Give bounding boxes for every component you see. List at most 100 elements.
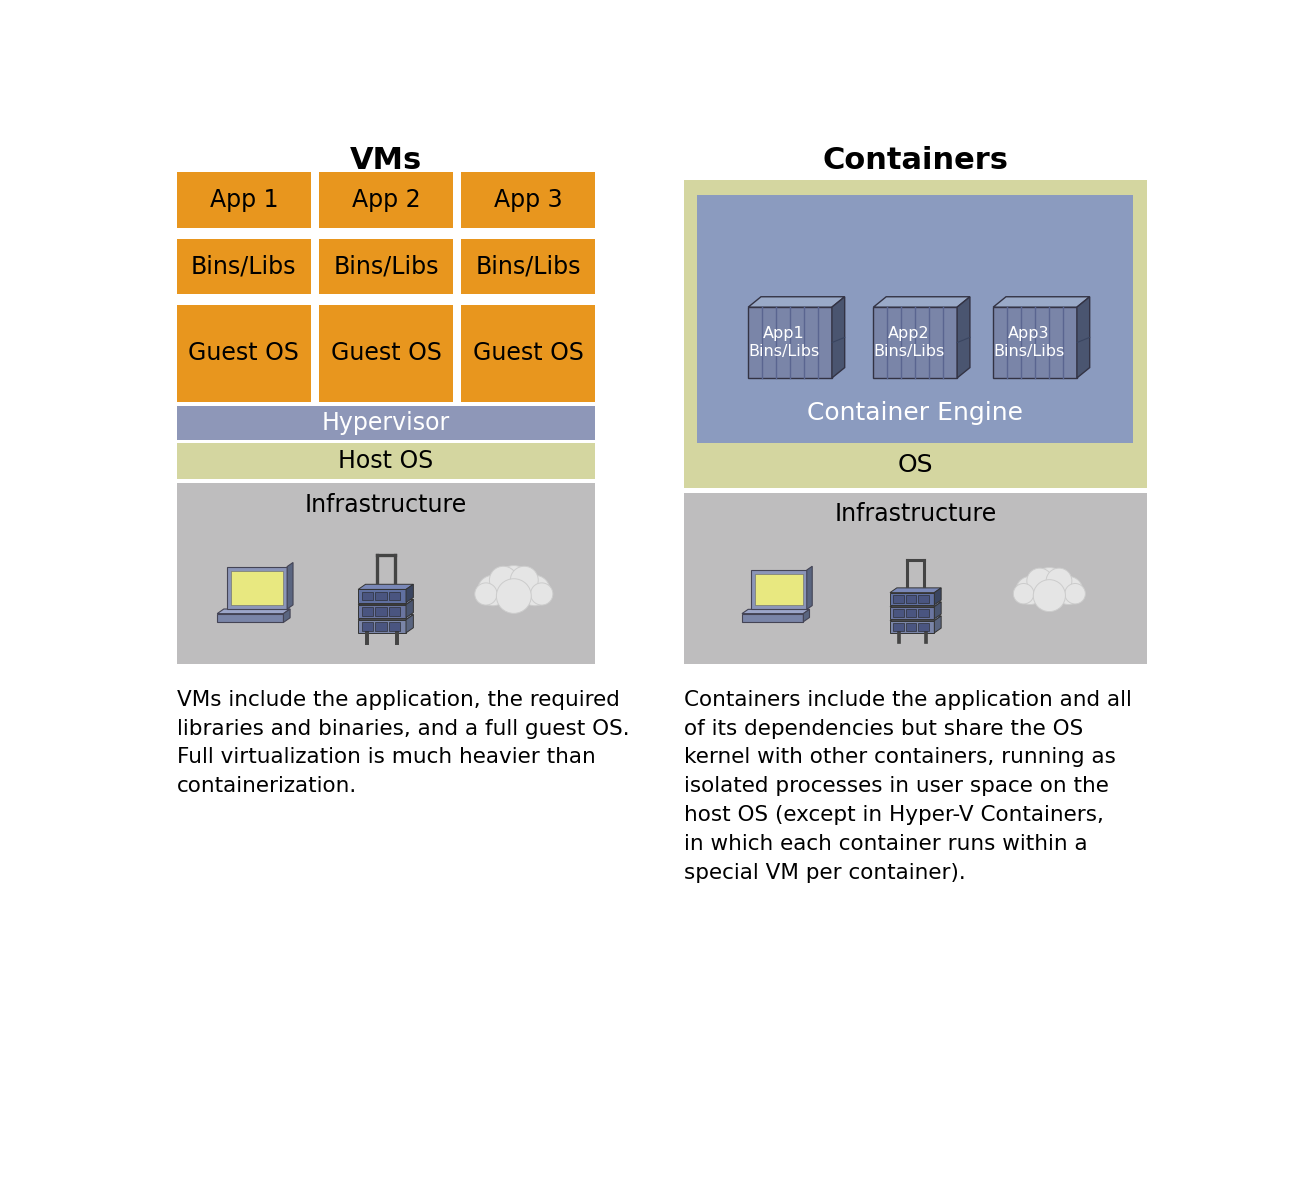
Polygon shape [751, 570, 807, 609]
Polygon shape [406, 599, 413, 617]
FancyBboxPatch shape [918, 595, 928, 603]
Text: OS: OS [897, 453, 934, 477]
FancyBboxPatch shape [893, 623, 904, 631]
Text: Container Engine: Container Engine [807, 401, 1023, 425]
FancyBboxPatch shape [375, 591, 387, 601]
Polygon shape [227, 566, 288, 609]
FancyBboxPatch shape [362, 622, 374, 630]
Polygon shape [284, 609, 290, 622]
Text: Bins/Libs: Bins/Libs [191, 255, 297, 278]
Polygon shape [935, 588, 941, 605]
Circle shape [490, 566, 517, 594]
Text: VMs include the application, the required
libraries and binaries, and a full gue: VMs include the application, the require… [177, 690, 629, 796]
FancyBboxPatch shape [389, 591, 400, 601]
FancyBboxPatch shape [906, 595, 917, 603]
Polygon shape [874, 296, 970, 307]
FancyBboxPatch shape [461, 304, 595, 402]
Text: Guest OS: Guest OS [331, 341, 441, 366]
Polygon shape [1077, 296, 1090, 378]
Polygon shape [891, 616, 941, 621]
Polygon shape [891, 592, 935, 605]
Text: Containers: Containers [823, 146, 1008, 176]
Text: App 1: App 1 [210, 188, 279, 212]
FancyBboxPatch shape [177, 238, 311, 294]
FancyBboxPatch shape [177, 406, 595, 440]
Polygon shape [891, 607, 935, 618]
FancyBboxPatch shape [177, 484, 595, 663]
Polygon shape [232, 571, 283, 604]
Polygon shape [993, 307, 1077, 378]
FancyBboxPatch shape [918, 609, 928, 617]
Circle shape [1055, 577, 1083, 604]
Polygon shape [217, 609, 290, 614]
FancyBboxPatch shape [461, 238, 595, 294]
Circle shape [531, 583, 553, 605]
Circle shape [519, 576, 551, 605]
Polygon shape [358, 615, 413, 620]
FancyBboxPatch shape [918, 623, 928, 631]
FancyBboxPatch shape [177, 444, 595, 479]
Circle shape [1016, 577, 1044, 604]
FancyBboxPatch shape [906, 623, 917, 631]
FancyBboxPatch shape [684, 493, 1147, 663]
Circle shape [510, 566, 538, 594]
FancyBboxPatch shape [177, 172, 311, 228]
Text: Hypervisor: Hypervisor [322, 411, 450, 434]
Polygon shape [891, 602, 941, 607]
Text: App3
Bins/Libs: App3 Bins/Libs [993, 326, 1065, 360]
Polygon shape [874, 307, 957, 378]
Polygon shape [832, 296, 845, 378]
Circle shape [475, 583, 497, 605]
Polygon shape [406, 615, 413, 632]
FancyBboxPatch shape [319, 238, 453, 294]
Circle shape [1013, 583, 1034, 604]
Text: Bins/Libs: Bins/Libs [333, 255, 439, 278]
Text: Infrastructure: Infrastructure [835, 503, 996, 526]
Text: Guest OS: Guest OS [473, 341, 583, 366]
Polygon shape [755, 575, 802, 605]
Polygon shape [807, 566, 812, 609]
Polygon shape [358, 589, 406, 603]
Text: VMs: VMs [350, 146, 422, 176]
FancyBboxPatch shape [698, 196, 1133, 444]
Polygon shape [358, 620, 406, 632]
FancyBboxPatch shape [319, 304, 453, 402]
Polygon shape [935, 616, 941, 632]
Polygon shape [358, 584, 413, 589]
Polygon shape [891, 621, 935, 632]
Polygon shape [358, 604, 406, 617]
FancyBboxPatch shape [362, 607, 374, 616]
FancyBboxPatch shape [461, 172, 595, 228]
FancyBboxPatch shape [893, 609, 904, 617]
Polygon shape [742, 614, 803, 622]
FancyBboxPatch shape [906, 609, 917, 617]
Text: App 3: App 3 [493, 188, 562, 212]
Text: Bins/Libs: Bins/Libs [475, 255, 581, 278]
Polygon shape [749, 307, 832, 378]
Text: Containers include the application and all
of its dependencies but share the OS
: Containers include the application and a… [684, 690, 1131, 883]
Polygon shape [891, 588, 941, 592]
Circle shape [496, 578, 531, 614]
Text: Guest OS: Guest OS [189, 341, 299, 366]
Text: App2
Bins/Libs: App2 Bins/Libs [874, 326, 945, 360]
Text: App 2: App 2 [352, 188, 421, 212]
Polygon shape [993, 296, 1090, 307]
FancyBboxPatch shape [893, 595, 904, 603]
Polygon shape [288, 563, 293, 609]
FancyBboxPatch shape [177, 304, 311, 402]
FancyBboxPatch shape [375, 607, 387, 616]
Polygon shape [358, 599, 413, 604]
Polygon shape [742, 609, 810, 614]
Polygon shape [217, 614, 284, 622]
Polygon shape [935, 602, 941, 618]
Polygon shape [749, 296, 845, 307]
Circle shape [1046, 568, 1072, 594]
Text: Infrastructure: Infrastructure [305, 493, 467, 517]
Circle shape [1031, 568, 1068, 603]
Polygon shape [957, 296, 970, 378]
FancyBboxPatch shape [362, 591, 374, 601]
Circle shape [478, 576, 508, 605]
FancyBboxPatch shape [389, 622, 400, 630]
FancyBboxPatch shape [684, 181, 1147, 489]
Polygon shape [803, 609, 810, 622]
